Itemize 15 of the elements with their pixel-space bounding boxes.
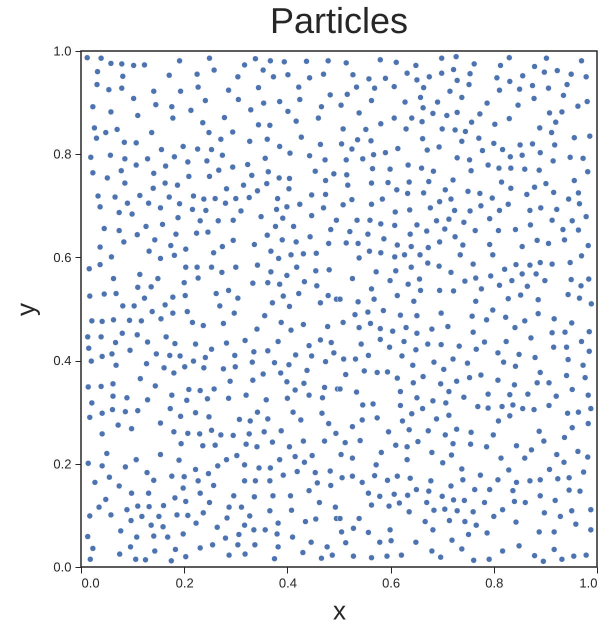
y-axis-title: y	[10, 303, 40, 316]
x-tick-label: 0.0	[82, 576, 100, 590]
x-tick-label: 0.6	[382, 576, 400, 590]
y-tick-label: 0.0	[53, 560, 72, 574]
y-tick-label: 0.6	[53, 250, 72, 265]
x-tick-label: 1.0	[579, 576, 598, 590]
chart-title: Particles	[270, 0, 408, 41]
y-tick-label: 1.0	[53, 44, 72, 58]
x-tick-label: 0.4	[278, 576, 297, 590]
y-tick-label: 0.8	[53, 146, 72, 162]
x-tick-label: 0.2	[176, 576, 194, 590]
y-tick-label: 0.2	[53, 456, 72, 472]
y-tick-label: 0.4	[53, 353, 72, 368]
x-axis-title: x	[333, 596, 346, 626]
x-tick-label: 0.8	[485, 576, 504, 590]
